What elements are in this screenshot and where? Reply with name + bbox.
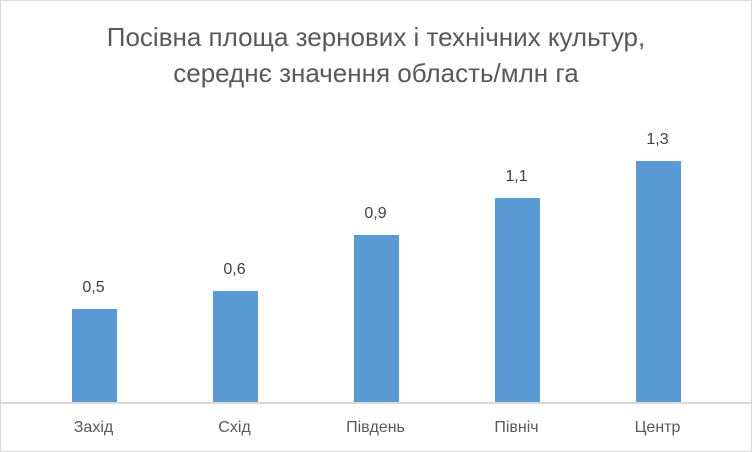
bar xyxy=(353,235,399,402)
bar xyxy=(71,309,117,402)
bar xyxy=(494,198,540,402)
data-label: 0,6 xyxy=(223,260,246,278)
data-label: 1,3 xyxy=(646,130,669,148)
bar xyxy=(635,160,681,402)
x-axis-line xyxy=(1,402,751,404)
data-label: 0,9 xyxy=(364,205,387,223)
x-tick-label: Північ xyxy=(494,419,539,436)
data-label: 0,5 xyxy=(82,279,105,297)
x-tick-label: Захід xyxy=(73,419,114,436)
x-tick-label: Схід xyxy=(218,419,251,436)
x-tick-label: Центр xyxy=(634,419,681,436)
chart-title-line-2: середнє значення область/млн га xyxy=(173,58,579,88)
data-label: 1,1 xyxy=(505,168,528,186)
chart-title-line-1: Посівна площа зернових і технічних культ… xyxy=(106,22,646,52)
x-tick-label: Південь xyxy=(346,419,405,436)
bar xyxy=(212,290,258,402)
